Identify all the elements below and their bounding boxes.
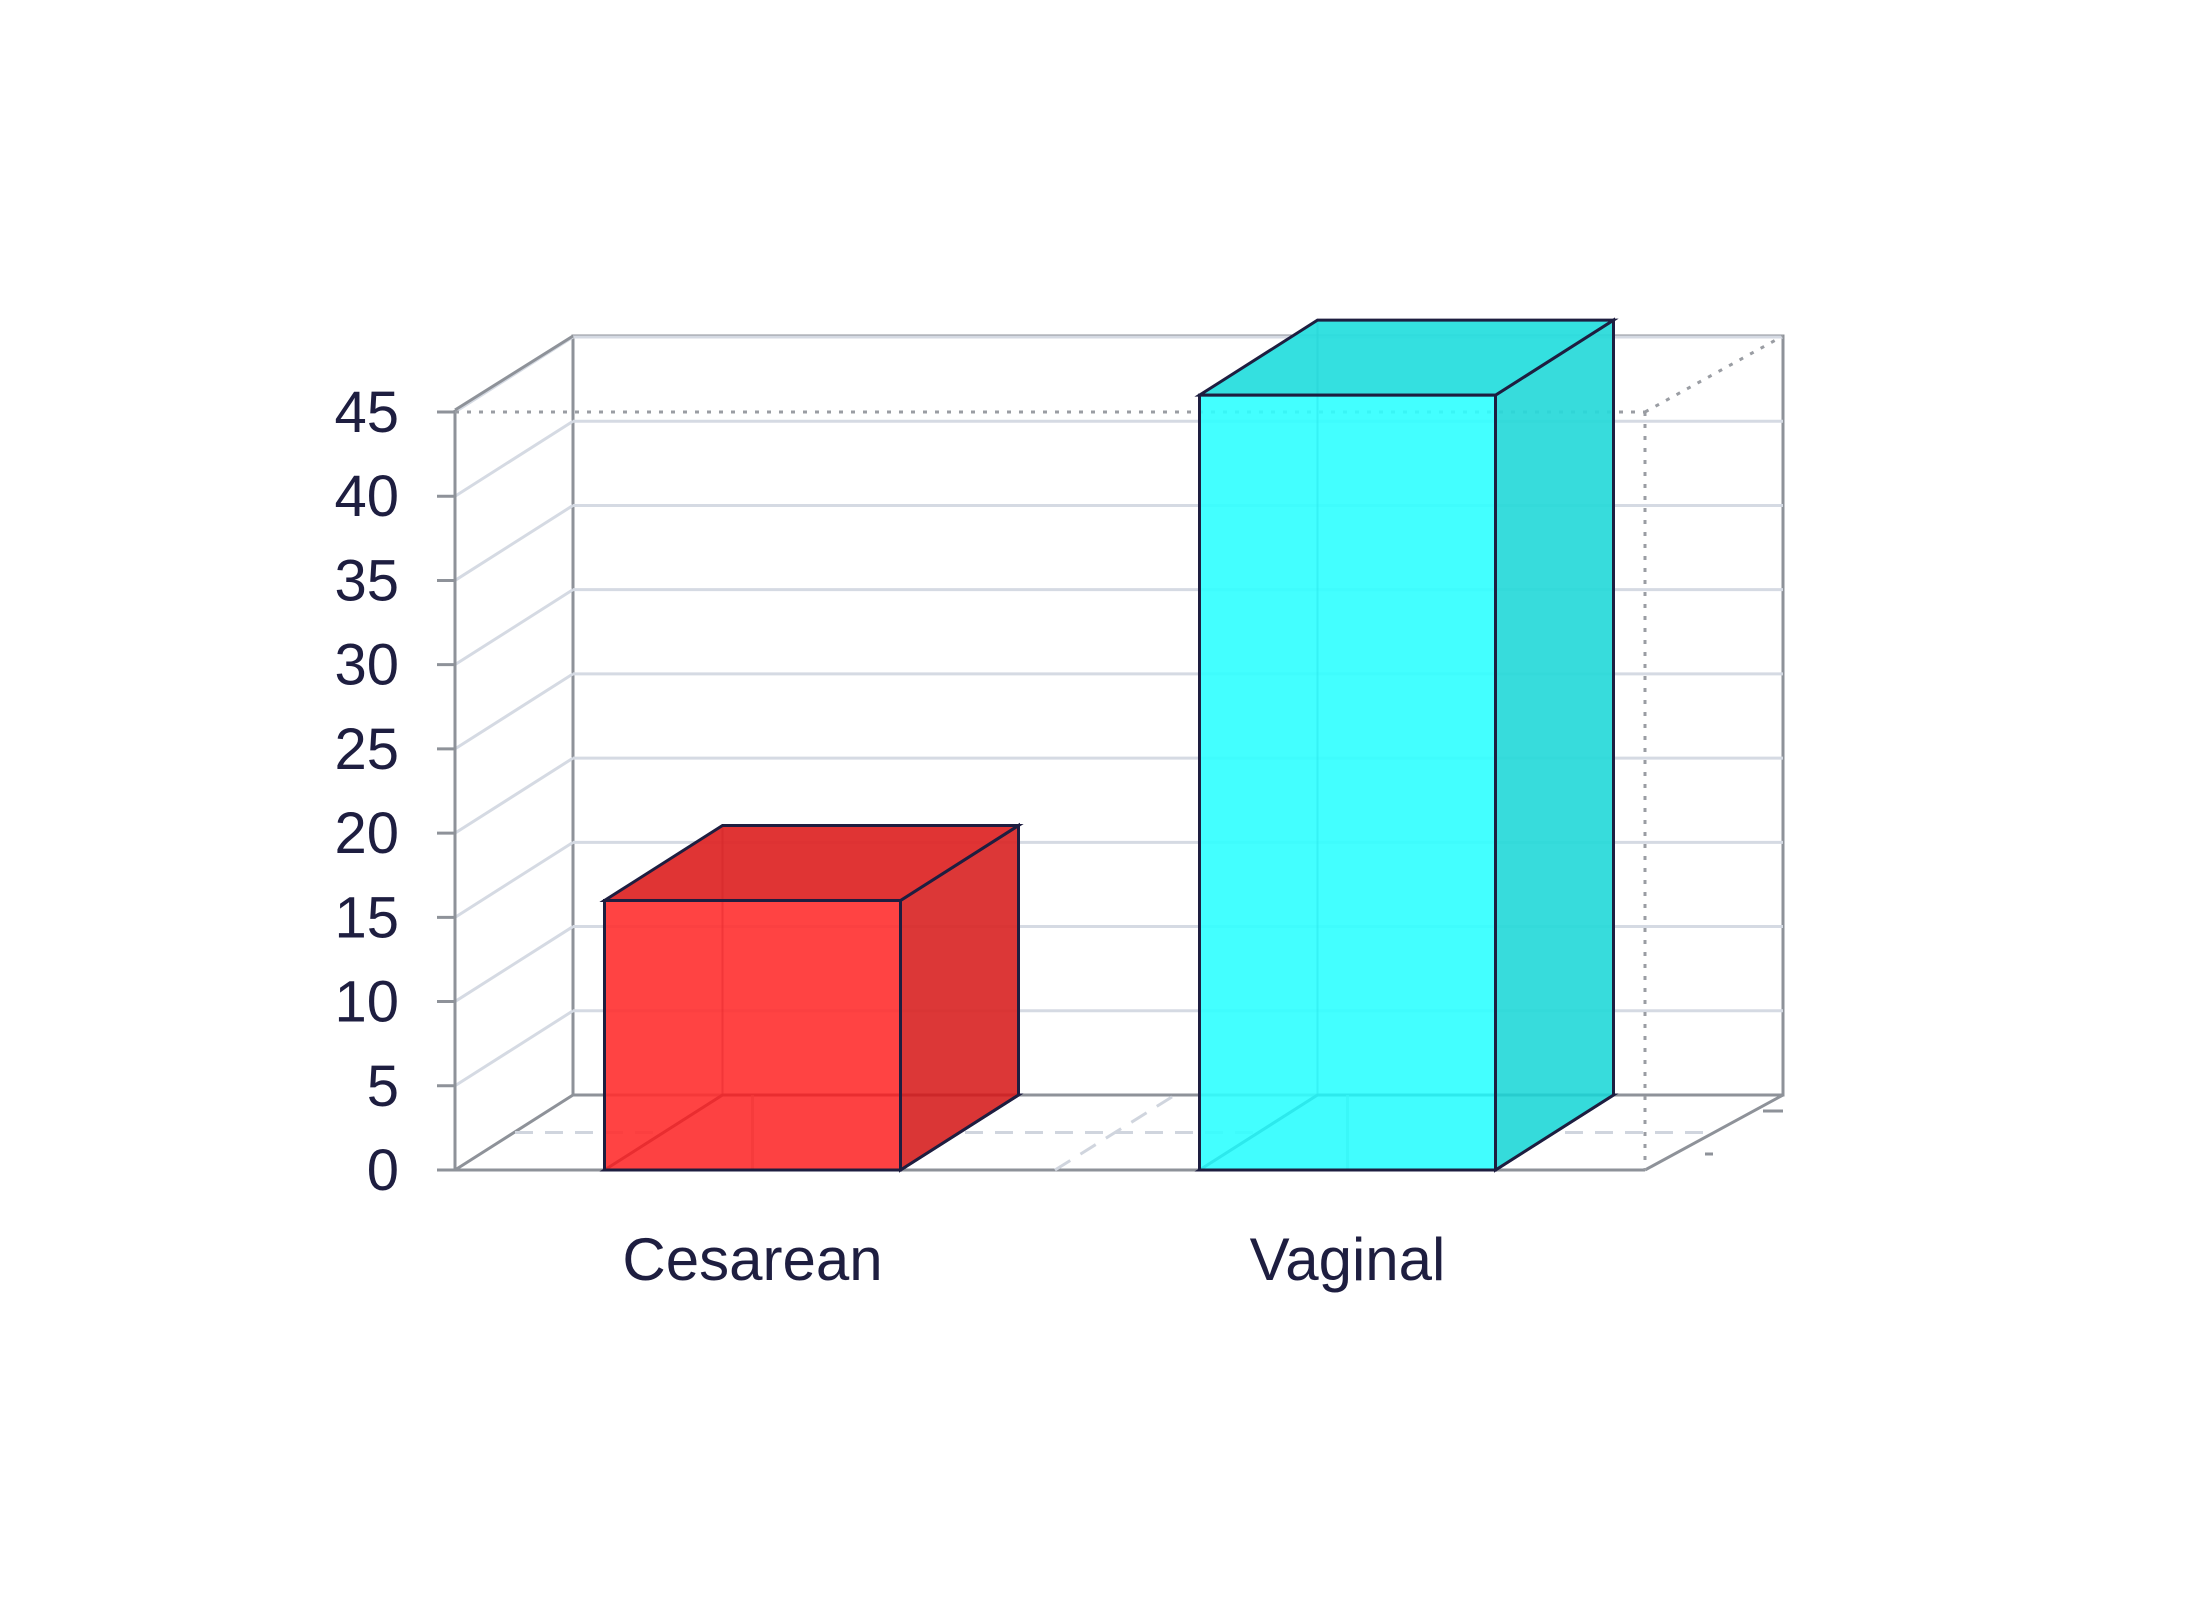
top-right-dotted	[1644, 334, 1784, 414]
bar-side-face	[1494, 317, 1615, 1173]
bar-series	[599, 317, 1619, 1173]
bar-vaginal	[1194, 317, 1619, 1173]
gridline-side	[454, 1009, 574, 1088]
gridline-side	[454, 756, 574, 835]
gridline-side	[454, 672, 574, 751]
bar-front-face	[603, 898, 902, 1172]
x-axis: Cesarean Vaginal	[622, 1226, 1445, 1293]
y-tick-label: 45	[334, 380, 399, 445]
y-tick-label: 35	[334, 548, 399, 613]
gridline-side	[454, 588, 574, 666]
y-tick-label: 40	[334, 464, 399, 529]
floor-right-edge	[1644, 1093, 1784, 1172]
y-tick-label: 0	[367, 1138, 399, 1203]
y-tick-label: 25	[334, 717, 399, 782]
y-axis: 0 5 10 15 20 25 30 35 40 45	[334, 380, 455, 1203]
y-tick-label: 30	[334, 633, 399, 698]
left-wall-top-edge	[454, 334, 574, 412]
x-tick-label: Cesarean	[622, 1226, 882, 1293]
gridline-side	[454, 841, 574, 919]
bar-cesarean	[599, 822, 1024, 1173]
gridline-side	[454, 925, 574, 1003]
bar-front-face	[1198, 393, 1497, 1172]
y-tick-label: 10	[334, 970, 399, 1035]
floor-diagonal-dashed	[1054, 1093, 1176, 1172]
y-tick-label: 15	[334, 885, 399, 950]
gridline-side	[454, 504, 574, 582]
x-tick-label: Vaginal	[1250, 1226, 1446, 1293]
left-wall-bottom-edge	[454, 1093, 574, 1172]
y-tick-label: 20	[334, 801, 399, 866]
y-tick-label: 5	[367, 1054, 399, 1119]
gridline-side	[454, 419, 574, 498]
chart-front-frame	[455, 334, 1784, 1170]
